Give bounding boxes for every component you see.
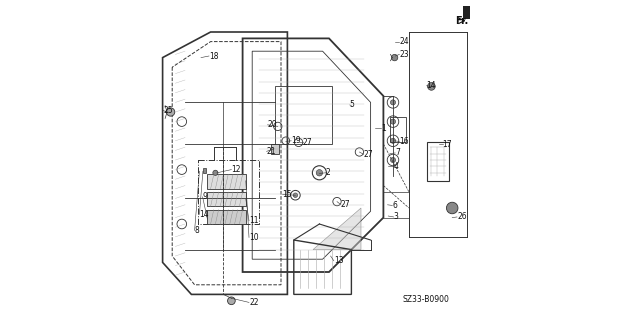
Text: 10: 10 <box>249 233 259 242</box>
Bar <box>272 144 279 154</box>
Text: 14: 14 <box>426 81 436 90</box>
Text: 5: 5 <box>350 100 355 109</box>
Text: 19: 19 <box>291 136 301 145</box>
Circle shape <box>428 83 435 90</box>
Text: 8: 8 <box>195 226 199 235</box>
Text: 23: 23 <box>399 50 409 59</box>
Text: 3: 3 <box>394 212 399 221</box>
Bar <box>207 192 246 206</box>
Text: 20: 20 <box>267 120 277 129</box>
Circle shape <box>391 157 396 163</box>
Text: 27: 27 <box>340 200 350 209</box>
Text: 6: 6 <box>393 201 398 210</box>
Text: 4: 4 <box>394 162 399 171</box>
Text: 1: 1 <box>381 124 386 132</box>
Text: 17: 17 <box>443 140 452 148</box>
Circle shape <box>391 54 398 61</box>
Circle shape <box>167 108 175 116</box>
Bar <box>207 174 246 189</box>
Text: 12: 12 <box>232 165 241 174</box>
Polygon shape <box>313 208 361 250</box>
Circle shape <box>391 100 396 105</box>
Bar <box>463 6 471 19</box>
Text: 16: 16 <box>399 137 409 146</box>
Text: 26: 26 <box>457 212 466 221</box>
Text: SZ33-B0900: SZ33-B0900 <box>403 295 449 304</box>
Text: 11: 11 <box>249 216 259 225</box>
Text: 21: 21 <box>267 147 276 156</box>
Text: 13: 13 <box>334 256 344 265</box>
Text: 18: 18 <box>209 52 218 60</box>
Circle shape <box>391 119 396 124</box>
Text: 27: 27 <box>303 138 312 147</box>
Circle shape <box>228 297 235 305</box>
Text: 22: 22 <box>249 298 259 307</box>
Circle shape <box>293 193 297 197</box>
Circle shape <box>391 138 396 143</box>
Circle shape <box>446 202 458 214</box>
Text: 24: 24 <box>399 37 409 46</box>
Text: 15: 15 <box>282 190 292 199</box>
Polygon shape <box>203 168 206 173</box>
Text: 7: 7 <box>395 148 400 157</box>
Text: 14: 14 <box>200 210 209 219</box>
Circle shape <box>213 170 218 175</box>
Text: 27: 27 <box>364 150 373 159</box>
Text: 9: 9 <box>203 192 207 201</box>
Text: 25: 25 <box>163 106 173 115</box>
Circle shape <box>316 170 322 176</box>
Text: Fr.: Fr. <box>455 16 469 26</box>
Text: 2: 2 <box>326 168 331 177</box>
Bar <box>207 210 246 224</box>
